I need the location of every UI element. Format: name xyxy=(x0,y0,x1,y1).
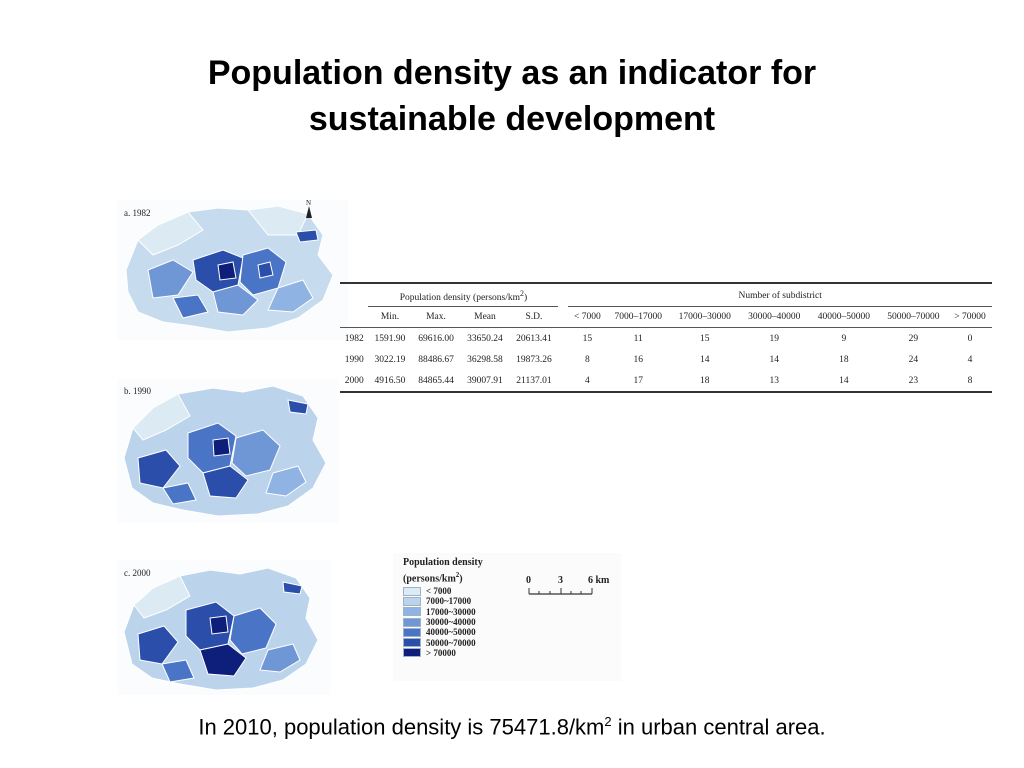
map-1990-shape xyxy=(123,385,327,517)
density-map-2000: c. 2000 xyxy=(118,560,330,695)
table-cell: 13 xyxy=(769,376,780,387)
table-cell: 23 xyxy=(908,376,919,387)
table-cell: 21137.01 xyxy=(516,376,552,387)
legend-item: 7000~17000 xyxy=(403,596,476,606)
legend-label: 50000~70000 xyxy=(426,637,476,648)
slide-title: Population density as an indicator for s… xyxy=(207,54,817,138)
map-2000-shape xyxy=(123,567,319,691)
legend-label: 17000~30000 xyxy=(426,606,476,617)
scale-bar-line xyxy=(528,588,593,595)
legend-swatch xyxy=(403,627,421,637)
table-cell: 14 xyxy=(700,355,710,366)
table-row: 2000 4916.50 84865.44 39007.91 21137.01 4 17 18… xyxy=(340,370,992,392)
table-cell: 8 xyxy=(585,355,590,366)
table-column-header: < 7000 xyxy=(568,306,607,329)
map-label-2000: c. 2000 xyxy=(124,568,151,578)
legend-label: 40000~50000 xyxy=(426,627,476,638)
table-cell: 4916.50 xyxy=(374,376,406,387)
table-cell: 19 xyxy=(769,334,780,345)
table-cell: 16 xyxy=(633,355,643,366)
table-cell: 17 xyxy=(633,376,643,387)
scale-bar: 0 3 6 km xyxy=(526,575,614,605)
map-1982-shape: N xyxy=(125,200,334,333)
table-cell: 11 xyxy=(633,334,643,345)
table-cell: 15 xyxy=(700,334,710,345)
table-cell: 39007.91 xyxy=(467,376,503,387)
legend-swatch xyxy=(403,617,421,627)
legend-label: < 7000 xyxy=(426,586,452,597)
table-cell: 9 xyxy=(841,334,847,345)
table-cell: 18 xyxy=(839,355,849,366)
table-cell: 24 xyxy=(908,355,919,366)
table-cell: 18 xyxy=(700,376,710,387)
table-body: 1982 1591.90 69616.00 33650.24 20613.41 15 11 1… xyxy=(340,328,992,393)
legend-swatch xyxy=(403,638,421,648)
table-column-header: 50000–70000 xyxy=(878,306,949,329)
table-cell: 69616.00 xyxy=(418,334,454,345)
table-cell: 36298.58 xyxy=(467,355,503,366)
table-header-row: Min. Max. Mean S.D. < 7000 7000–17000 17000–30… xyxy=(340,306,992,329)
table-cell: 29 xyxy=(908,334,919,345)
table-column-header: 30000–40000 xyxy=(739,306,810,329)
scale-tick-label: 6 km xyxy=(588,575,610,586)
legend-items: < 7000 7000~17000 17000~30000 30000~40000 40… xyxy=(403,586,476,658)
table-column-header: Mean xyxy=(460,306,510,329)
table-row: 1982 1591.90 69616.00 33650.24 20613.41 15 11 1… xyxy=(340,328,992,350)
legend-swatch xyxy=(403,586,421,596)
table-cell: 20613.41 xyxy=(516,334,552,345)
table-cell: 4 xyxy=(585,376,590,387)
table-cell: 3022.19 xyxy=(374,355,406,366)
table-cell: 19873.26 xyxy=(516,355,552,366)
map-label-1982: a. 1982 xyxy=(124,208,151,218)
table-row-year: 1990 xyxy=(344,355,364,366)
scale-tick-label: 0 xyxy=(526,575,531,586)
legend-item: 30000~40000 xyxy=(403,617,476,627)
legend-item: 50000~70000 xyxy=(403,637,476,648)
svg-text:N: N xyxy=(306,200,311,207)
table-cell: 14 xyxy=(769,355,780,366)
density-map-1982: a. 1982 N xyxy=(118,200,348,340)
legend-label: 30000~40000 xyxy=(426,617,476,628)
legend-item: > 70000 xyxy=(403,648,476,658)
legend-label: > 70000 xyxy=(426,647,456,658)
table-cell: 14 xyxy=(839,376,849,387)
north-arrow-icon: N xyxy=(306,200,312,218)
table-cell: 8 xyxy=(967,376,973,387)
map-label-1990: b. 1990 xyxy=(124,386,151,396)
table-cell: 0 xyxy=(967,334,973,345)
table-group-subdistrict: Number of subdistrict xyxy=(568,283,992,308)
legend-item: < 7000 xyxy=(403,586,476,596)
table-row-year: 2000 xyxy=(344,376,364,387)
legend-swatch xyxy=(403,607,421,617)
legend-title: Population density (persons/km2) xyxy=(403,557,483,585)
legend-swatch xyxy=(403,596,421,606)
scale-tick-label: 3 xyxy=(558,575,563,586)
table-group-density: Population density (persons/km2) xyxy=(368,283,559,308)
table-cell: 88486.67 xyxy=(418,355,454,366)
table-row-year: 1982 xyxy=(344,334,364,345)
map-legend: Population density (persons/km2) < 7000 7… xyxy=(393,553,621,681)
table-cell: 15 xyxy=(582,334,593,345)
legend-label: 7000~17000 xyxy=(426,596,472,607)
table-cell: 33650.24 xyxy=(467,334,503,345)
table-column-header: Max. xyxy=(411,306,461,329)
table-column-header: > 70000 xyxy=(948,306,992,329)
legend-item: 17000~30000 xyxy=(403,607,476,617)
table-column-header: 40000–50000 xyxy=(809,306,879,329)
table-column-header: S.D. xyxy=(509,306,559,329)
table-cell: 1591.90 xyxy=(374,334,406,345)
table-cell: 84865.44 xyxy=(418,376,454,387)
legend-item: 40000~50000 xyxy=(403,627,476,637)
table-column-header: 7000–17000 xyxy=(606,306,671,329)
table-row: 1990 3022.19 88486.67 36298.58 19873.26 8 16 14… xyxy=(340,349,992,370)
table-column-header: Min. xyxy=(368,306,412,329)
density-table: Population density (persons/km2) Number … xyxy=(340,282,992,394)
footer-caption: In 2010, population density is 75471.8/k… xyxy=(198,714,826,740)
table-cell: 4 xyxy=(967,355,973,366)
legend-swatch xyxy=(403,648,421,658)
density-map-1990: b. 1990 xyxy=(118,378,338,523)
density-table-container: Population density (persons/km2) Number … xyxy=(340,282,992,394)
table-column-header: 17000–30000 xyxy=(670,306,740,329)
